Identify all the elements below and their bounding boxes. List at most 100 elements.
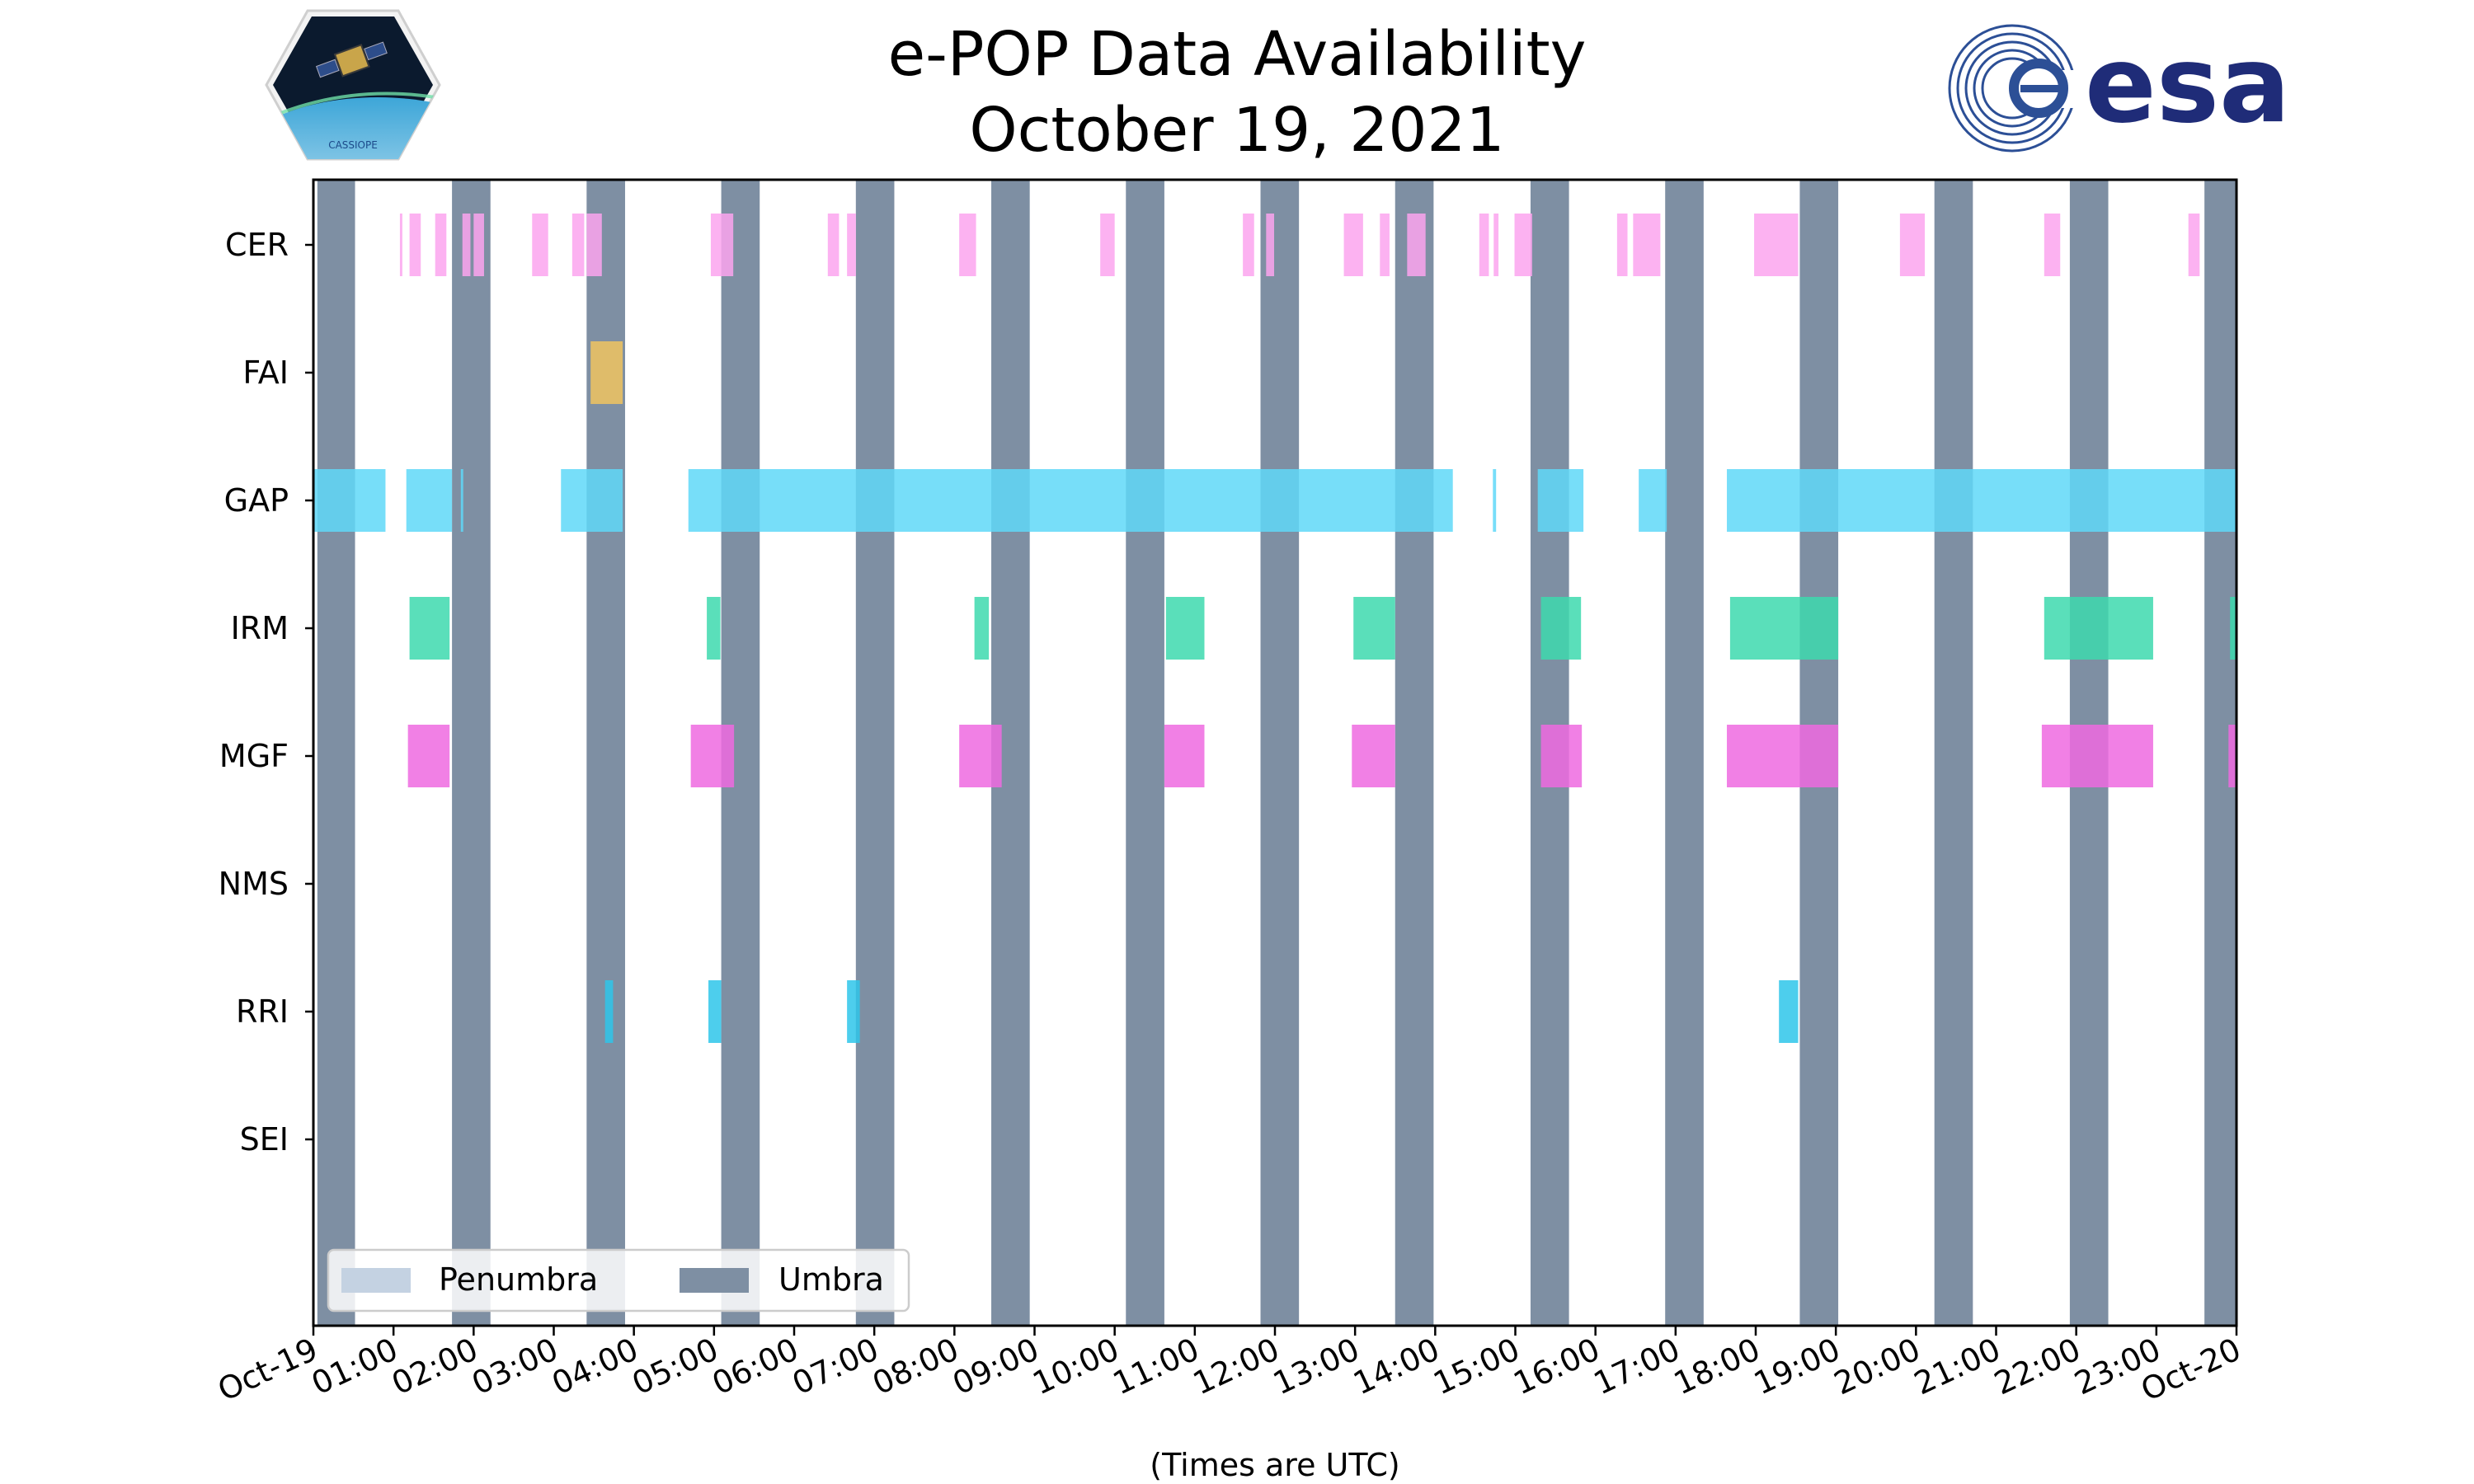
availability-bar-cer bbox=[1633, 214, 1661, 276]
chart-title-line2: October 19, 2021 bbox=[969, 95, 1505, 166]
esa-logo: esa bbox=[1948, 24, 2290, 153]
umbra-band bbox=[1395, 180, 1434, 1326]
x-tick-label: 05:00 bbox=[627, 1331, 724, 1402]
x-tick-label: 20:00 bbox=[1828, 1331, 1926, 1402]
availability-bar-cer bbox=[1343, 214, 1363, 276]
availability-bar-cer bbox=[532, 214, 548, 276]
availability-bar-cer bbox=[959, 214, 976, 276]
y-tick-label: FAI bbox=[242, 355, 289, 391]
availability-bar-cer bbox=[827, 214, 840, 276]
availability-bar-cer bbox=[1266, 214, 1275, 276]
availability-bar-irm bbox=[1729, 597, 1839, 660]
x-tick-label: 07:00 bbox=[787, 1331, 884, 1402]
x-tick-label: 06:00 bbox=[707, 1331, 804, 1402]
availability-bar-irm bbox=[1165, 597, 1205, 660]
y-tick-label: IRM bbox=[231, 610, 289, 646]
availability-bar-irm bbox=[707, 597, 721, 660]
availability-bar-cer bbox=[1380, 214, 1390, 276]
x-tick-label: 19:00 bbox=[1748, 1331, 1846, 1402]
umbra-band-layer bbox=[317, 180, 2236, 1326]
availability-bar-cer bbox=[1616, 214, 1628, 276]
availability-bar-mgf bbox=[959, 725, 1002, 787]
availability-bar-gap bbox=[1537, 469, 1584, 532]
availability-bar-rri bbox=[1779, 980, 1799, 1043]
availability-bar-cer bbox=[2188, 214, 2200, 276]
availability-bar-cer bbox=[462, 214, 471, 276]
umbra-band bbox=[1665, 180, 1704, 1326]
cassiope-logo: CASSIOPE bbox=[265, 9, 441, 161]
y-tick-label: SEI bbox=[240, 1121, 289, 1158]
y-tick-label: RRI bbox=[236, 993, 289, 1030]
legend: Penumbra Umbra bbox=[327, 1248, 910, 1313]
availability-bar-gap bbox=[688, 469, 1453, 532]
availability-bar-irm bbox=[1540, 597, 1582, 660]
x-tick-label: 22:00 bbox=[1989, 1331, 2086, 1402]
availability-bar-fai bbox=[590, 341, 623, 404]
availability-bar-mgf bbox=[2041, 725, 2153, 787]
y-tick-label: GAP bbox=[224, 482, 289, 519]
availability-bar-cer bbox=[1407, 214, 1426, 276]
umbra-band bbox=[1126, 180, 1164, 1326]
availability-bar-gap bbox=[313, 469, 386, 532]
availability-bar-cer bbox=[435, 214, 447, 276]
x-tick-label: 01:00 bbox=[306, 1331, 403, 1402]
availability-bar-mgf bbox=[690, 725, 735, 787]
availability-bar-gap bbox=[1727, 469, 2236, 532]
x-tick-label: 11:00 bbox=[1108, 1331, 1205, 1402]
availability-bar-cer bbox=[1514, 214, 1532, 276]
availability-bar-gap bbox=[460, 469, 463, 532]
availability-bar-cer bbox=[1493, 214, 1499, 276]
availability-bar-cer bbox=[399, 214, 402, 276]
x-tick-label: 09:00 bbox=[947, 1331, 1044, 1402]
availability-bar-cer bbox=[1754, 214, 1799, 276]
umbra-band bbox=[317, 180, 355, 1326]
cassiope-logo-text: CASSIOPE bbox=[328, 139, 378, 151]
x-tick-label: 02:00 bbox=[386, 1331, 483, 1402]
legend-label-umbra: Umbra bbox=[778, 1261, 884, 1298]
availability-bar-cer bbox=[847, 214, 856, 276]
legend-label-penumbra: Penumbra bbox=[439, 1261, 598, 1298]
umbra-band bbox=[855, 180, 895, 1326]
availability-bar-gap bbox=[1639, 469, 1667, 532]
x-tick-label: 03:00 bbox=[466, 1331, 563, 1402]
chart-title: e-POP Data Availability October 19, 2021 bbox=[0, 16, 2474, 168]
availability-bar-cer bbox=[1479, 214, 1489, 276]
availability-bar-mgf bbox=[1164, 725, 1205, 787]
availability-bar-mgf bbox=[407, 725, 450, 787]
x-tick-label: 13:00 bbox=[1268, 1331, 1365, 1402]
availability-bar-cer bbox=[1899, 214, 1926, 276]
availability-bar-irm bbox=[2044, 597, 2153, 660]
y-tick-label: CER bbox=[225, 227, 289, 263]
x-tick-label: 21:00 bbox=[1908, 1331, 2006, 1402]
legend-swatch-umbra bbox=[680, 1268, 749, 1293]
availability-bar-mgf bbox=[2228, 725, 2236, 787]
y-tick-label: MGF bbox=[219, 738, 289, 774]
availability-bar-cer bbox=[409, 214, 421, 276]
umbra-band bbox=[1934, 180, 1973, 1326]
legend-box bbox=[327, 1248, 910, 1313]
x-tick-label: 18:00 bbox=[1668, 1331, 1766, 1402]
esa-logo-text: esa bbox=[2085, 24, 2290, 147]
availability-bar-irm bbox=[974, 597, 990, 660]
x-tick-label: 12:00 bbox=[1188, 1331, 1285, 1402]
x-tick-label: 15:00 bbox=[1427, 1331, 1525, 1402]
x-tick-label: 10:00 bbox=[1028, 1331, 1125, 1402]
legend-swatch-penumbra bbox=[341, 1268, 411, 1293]
x-tick-label: 17:00 bbox=[1588, 1331, 1686, 1402]
chart-title-line1: e-POP Data Availability bbox=[887, 19, 1587, 90]
availability-bar-gap bbox=[406, 469, 453, 532]
availability-bar-mgf bbox=[1352, 725, 1395, 787]
availability-bar-irm bbox=[409, 597, 450, 660]
y-axis: CER FAI GAP IRM MGF NMS RRI SEI bbox=[219, 227, 313, 1158]
x-tick-label: 14:00 bbox=[1348, 1331, 1445, 1402]
availability-bar-cer bbox=[2044, 214, 2061, 276]
availability-bar-mgf bbox=[1540, 725, 1583, 787]
availability-bar-cer bbox=[571, 214, 585, 276]
umbra-band bbox=[1260, 180, 1300, 1326]
availability-bar-cer bbox=[710, 214, 734, 276]
availability-bar-cer bbox=[1100, 214, 1115, 276]
availability-bar-rri bbox=[708, 980, 722, 1043]
availability-bar-cer bbox=[586, 214, 602, 276]
x-axis: Oct-1901:0002:0003:0004:0005:0006:0007:0… bbox=[212, 1326, 2246, 1408]
